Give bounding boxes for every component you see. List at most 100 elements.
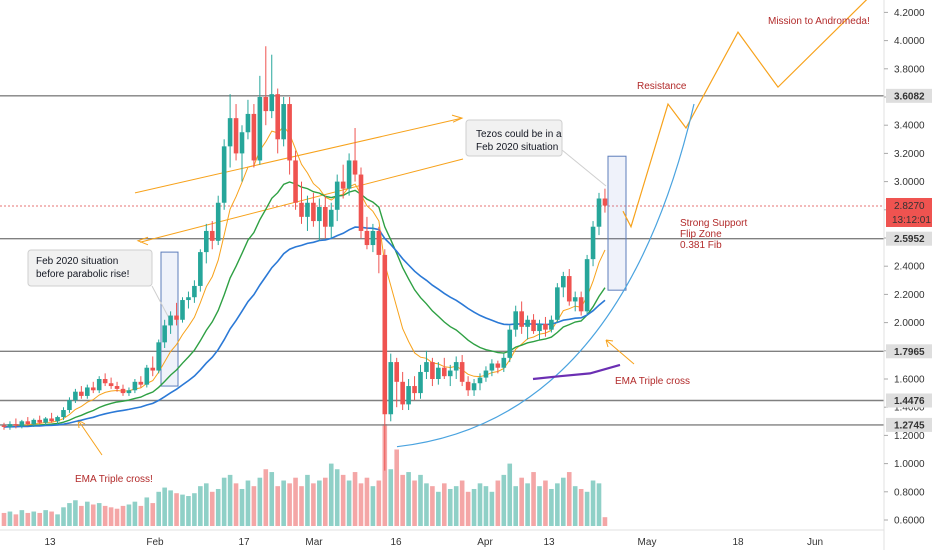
candle-body — [323, 206, 328, 227]
volume-bar — [436, 491, 441, 526]
candle-body — [430, 362, 435, 379]
level-tag-bg — [886, 417, 932, 432]
volume-bar — [168, 490, 173, 526]
candle-body — [513, 311, 518, 330]
candle-body — [198, 252, 203, 286]
volume-bar — [323, 477, 328, 526]
x-tick-label: 16 — [390, 537, 402, 548]
volume-bar — [162, 487, 167, 526]
volume-bar — [138, 505, 144, 526]
volume-bar — [108, 507, 114, 526]
volume-bar — [412, 480, 417, 526]
volume-bar — [227, 474, 233, 526]
annotations: Mission to Andromeda! Resistance Tezos c… — [36, 16, 870, 485]
candle-body — [471, 383, 477, 391]
candle-body — [67, 400, 72, 411]
volume-bar — [245, 480, 251, 526]
volume-bar — [400, 474, 405, 526]
projection-path — [622, 0, 868, 229]
volume-bar — [126, 504, 132, 526]
volume-bar — [424, 483, 429, 526]
volume-bar — [43, 510, 48, 526]
volume-bar — [334, 469, 340, 526]
volume-bar — [555, 483, 560, 526]
candle-body — [132, 381, 138, 391]
candle-body — [108, 383, 114, 387]
volume-bar — [406, 472, 411, 526]
candle-body — [352, 160, 358, 175]
candle-body — [507, 329, 513, 358]
volume-bar — [584, 491, 590, 526]
volume-bar — [364, 477, 370, 526]
candle-body — [233, 118, 239, 154]
volume-bar — [561, 477, 566, 526]
volume-bar — [209, 491, 215, 526]
volume-bar — [102, 505, 108, 526]
candle-body — [531, 319, 536, 332]
volume-bar — [328, 463, 334, 526]
horizontal-levels — [0, 95, 884, 426]
volume-bar — [430, 486, 435, 526]
tezos-callout-line1: Tezos could be in a — [476, 129, 562, 140]
candle-body — [489, 363, 495, 371]
volume-bar — [531, 472, 536, 526]
candle-body — [144, 367, 150, 385]
candle-body — [483, 370, 489, 378]
volume-bar — [114, 508, 120, 526]
candle-body — [150, 367, 156, 371]
volume-bar — [501, 474, 507, 526]
candle-body — [453, 362, 459, 371]
candle-body — [275, 94, 280, 140]
y-tick-label: 2.2000 — [894, 290, 925, 301]
volume-bar — [590, 480, 596, 526]
candle-body — [85, 387, 90, 396]
y-tick-label: 2.0000 — [894, 318, 925, 329]
candle-body — [328, 209, 334, 227]
channel-upper-arrowhead — [451, 114, 464, 123]
volume-bar — [198, 486, 203, 526]
volume-bar — [572, 486, 578, 526]
volume-bar — [263, 469, 269, 526]
level-tag-bg — [886, 231, 932, 246]
candle-body — [340, 181, 346, 189]
candle-body — [346, 160, 352, 189]
volume-bar — [311, 483, 316, 526]
volume-bar — [251, 486, 257, 526]
parabolic-curve — [396, 103, 695, 448]
candle-body — [209, 230, 215, 241]
candle-body — [138, 381, 144, 385]
mission-label: Mission to Andromeda! — [768, 16, 870, 27]
candle-body — [376, 230, 382, 255]
resistance-label: Resistance — [637, 81, 687, 92]
volume-bar — [358, 483, 364, 526]
candle-body — [96, 379, 102, 391]
volume-bar — [233, 483, 239, 526]
candle-body — [566, 276, 572, 302]
volume-bar — [566, 472, 572, 526]
y-tick-label: 2.4000 — [894, 262, 925, 273]
volume-bar — [293, 477, 298, 526]
volume-bar — [442, 483, 447, 526]
volume-bar — [525, 483, 530, 526]
volume-bar — [120, 505, 126, 526]
volume-bars — [1, 424, 608, 526]
candle-body — [334, 181, 340, 210]
y-tick-label: 4.0000 — [894, 36, 925, 47]
y-tick-label: 3.2000 — [894, 149, 925, 160]
candle-body — [162, 325, 167, 343]
volume-bar — [73, 500, 78, 526]
volume-bar — [221, 477, 227, 526]
volume-bar — [1, 512, 7, 526]
volume-bar — [257, 477, 263, 526]
candle-body — [25, 421, 31, 425]
tezos-callout-line2: Feb 2020 situation — [476, 142, 558, 153]
candle-body — [525, 319, 530, 327]
volume-bar — [388, 469, 394, 526]
support-label-line3: 0.381 Fib — [680, 240, 722, 251]
candle-body — [519, 311, 524, 327]
ema-cross-left-label: EMA Triple cross! — [75, 474, 153, 485]
x-tick-label: Feb — [146, 537, 164, 548]
candle-body — [180, 300, 185, 320]
volume-bar — [180, 494, 185, 526]
price-tags: 3.6082 2.5952 1.7965 1.4476 1.2745 2.8270 13:1… — [886, 88, 932, 432]
